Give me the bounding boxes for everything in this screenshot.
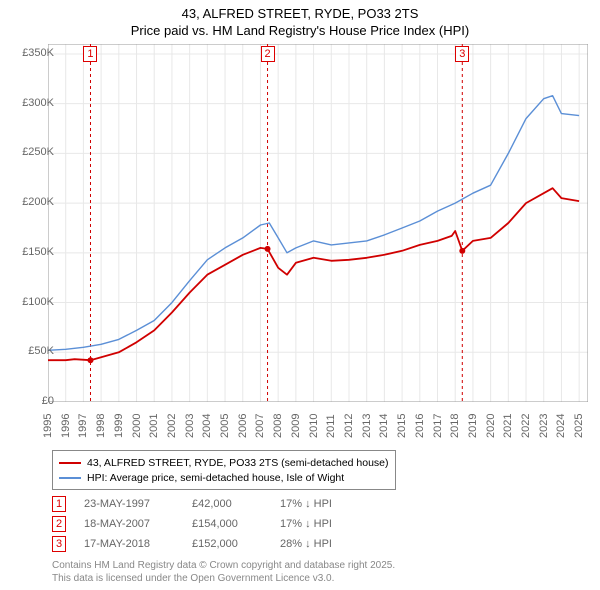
x-tick-label: 2017 xyxy=(432,410,444,438)
x-tick-label: 2020 xyxy=(485,410,497,438)
legend-row: 43, ALFRED STREET, RYDE, PO33 2TS (semi-… xyxy=(59,455,389,470)
x-tick-label: 2013 xyxy=(361,410,373,438)
footer-line-2: This data is licensed under the Open Gov… xyxy=(52,573,395,586)
event-price: £42,000 xyxy=(192,498,262,510)
chart-svg xyxy=(48,44,588,402)
event-row: 3 17-MAY-2018 £152,000 28% ↓ HPI xyxy=(52,534,360,554)
legend-swatch-1 xyxy=(59,462,81,464)
legend-box: 43, ALFRED STREET, RYDE, PO33 2TS (semi-… xyxy=(52,450,396,490)
x-tick-label: 2024 xyxy=(555,410,567,438)
x-tick-label: 2007 xyxy=(254,410,266,438)
title-line-2: Price paid vs. HM Land Registry's House … xyxy=(0,23,600,40)
event-price: £154,000 xyxy=(192,518,262,530)
event-price: £152,000 xyxy=(192,538,262,550)
y-tick-label: £150K xyxy=(6,246,54,258)
y-tick-label: £300K xyxy=(6,97,54,109)
event-date: 18-MAY-2007 xyxy=(84,518,174,530)
x-tick-label: 2011 xyxy=(325,410,337,438)
x-tick-label: 2015 xyxy=(396,410,408,438)
chart-container: 43, ALFRED STREET, RYDE, PO33 2TS Price … xyxy=(0,0,600,590)
x-tick-label: 2019 xyxy=(467,410,479,438)
event-date: 17-MAY-2018 xyxy=(84,538,174,550)
event-num: 3 xyxy=(52,536,66,552)
x-tick-label: 2016 xyxy=(414,410,426,438)
x-tick-label: 2006 xyxy=(237,410,249,438)
x-tick-label: 2018 xyxy=(449,410,461,438)
event-num: 1 xyxy=(52,496,66,512)
legend-label-2: HPI: Average price, semi-detached house,… xyxy=(87,472,344,484)
x-tick-label: 1995 xyxy=(42,410,54,438)
y-tick-label: £0 xyxy=(6,395,54,407)
x-tick-label: 2021 xyxy=(502,410,514,438)
event-num: 2 xyxy=(52,516,66,532)
event-row: 2 18-MAY-2007 £154,000 17% ↓ HPI xyxy=(52,514,360,534)
x-tick-label: 2000 xyxy=(131,410,143,438)
x-tick-label: 1996 xyxy=(60,410,72,438)
event-diff: 17% ↓ HPI xyxy=(280,518,360,530)
x-tick-label: 2008 xyxy=(272,410,284,438)
chart-area xyxy=(48,44,588,402)
x-tick-label: 2014 xyxy=(378,410,390,438)
legend-label-1: 43, ALFRED STREET, RYDE, PO33 2TS (semi-… xyxy=(87,457,389,469)
event-row: 1 23-MAY-1997 £42,000 17% ↓ HPI xyxy=(52,494,360,514)
legend-row: HPI: Average price, semi-detached house,… xyxy=(59,470,389,485)
x-tick-label: 2005 xyxy=(219,410,231,438)
event-marker: 1 xyxy=(83,46,97,62)
title-block: 43, ALFRED STREET, RYDE, PO33 2TS Price … xyxy=(0,0,600,44)
event-diff: 17% ↓ HPI xyxy=(280,498,360,510)
x-tick-label: 2002 xyxy=(166,410,178,438)
event-diff: 28% ↓ HPI xyxy=(280,538,360,550)
x-tick-label: 1998 xyxy=(95,410,107,438)
title-line-1: 43, ALFRED STREET, RYDE, PO33 2TS xyxy=(0,6,600,23)
x-tick-label: 2003 xyxy=(184,410,196,438)
y-tick-label: £250K xyxy=(6,146,54,158)
x-tick-label: 2001 xyxy=(148,410,160,438)
y-tick-label: £100K xyxy=(6,296,54,308)
x-tick-label: 2010 xyxy=(308,410,320,438)
footer-text: Contains HM Land Registry data © Crown c… xyxy=(52,560,395,585)
y-tick-label: £50K xyxy=(6,345,54,357)
events-block: 1 23-MAY-1997 £42,000 17% ↓ HPI 2 18-MAY-2007… xyxy=(52,494,360,554)
x-tick-label: 2012 xyxy=(343,410,355,438)
y-tick-label: £350K xyxy=(6,47,54,59)
x-tick-label: 2004 xyxy=(201,410,213,438)
legend-swatch-2 xyxy=(59,477,81,479)
y-tick-label: £200K xyxy=(6,196,54,208)
x-tick-label: 2009 xyxy=(290,410,302,438)
x-tick-label: 2023 xyxy=(538,410,550,438)
event-marker: 2 xyxy=(261,46,275,62)
x-tick-label: 2022 xyxy=(520,410,532,438)
x-tick-label: 2025 xyxy=(573,410,585,438)
footer-line-1: Contains HM Land Registry data © Crown c… xyxy=(52,560,395,573)
x-tick-label: 1997 xyxy=(77,410,89,438)
event-marker: 3 xyxy=(455,46,469,62)
x-tick-label: 1999 xyxy=(113,410,125,438)
event-date: 23-MAY-1997 xyxy=(84,498,174,510)
